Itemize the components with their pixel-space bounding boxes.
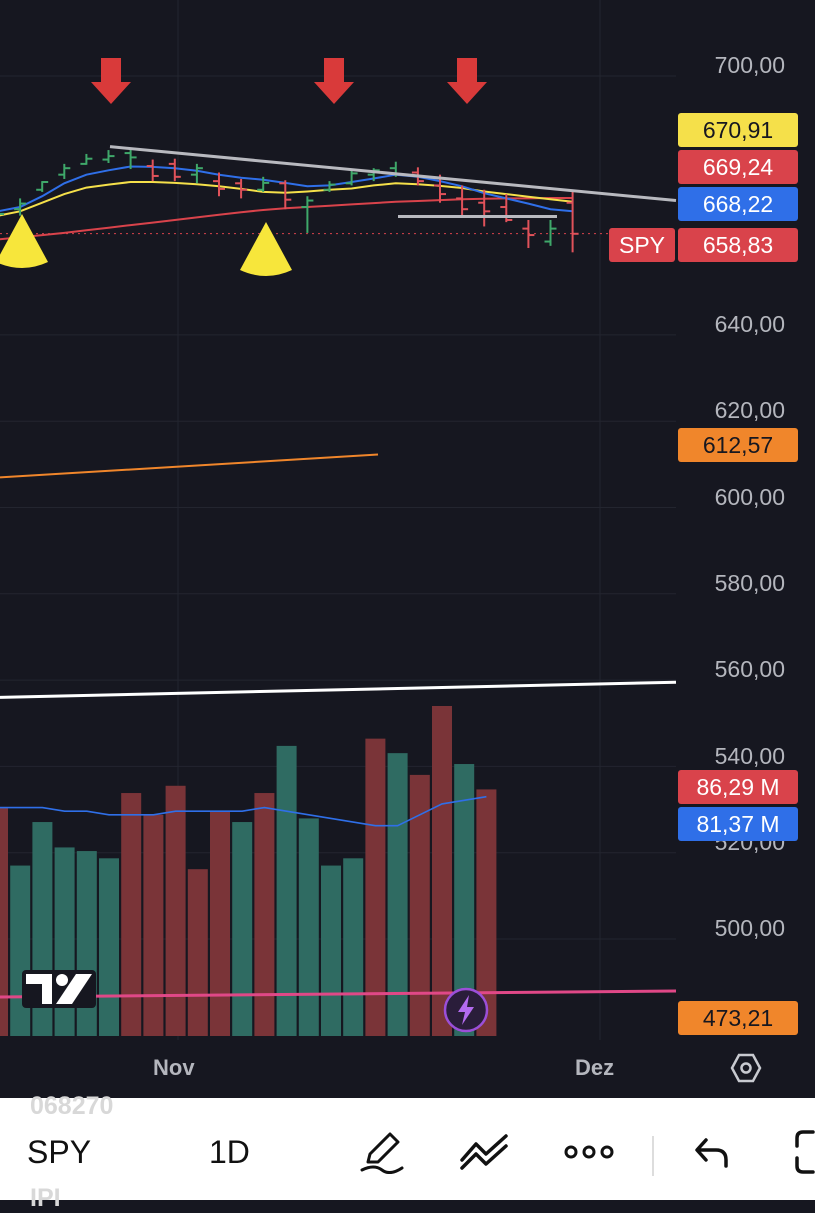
volume-bar [210,811,230,1036]
pink-trend-line [0,989,677,999]
volume-bar [298,818,319,1036]
volume-bar [0,807,8,1036]
flash-alert-icon[interactable] [443,987,489,1033]
price-chart-svg[interactable] [0,0,815,1098]
descending-trendline [109,145,677,203]
volume-bar [121,793,142,1036]
sell-signal-arrow [314,58,354,104]
orange-trend-line [0,453,379,479]
price-tag-ema-blue: 668,22 [678,187,798,221]
y-tick-500: 500,00 [714,915,785,941]
symbol-button[interactable]: SPY [27,1134,92,1170]
volume-bar [476,789,497,1036]
more-options-icon[interactable] [564,1128,614,1174]
volume-bar [432,706,452,1036]
drawing-pen-icon[interactable] [358,1128,404,1174]
x-tick-nov: Nov [153,1055,195,1080]
y-tick-600: 600,00 [714,484,785,510]
y-tick-700: 700,00 [714,52,785,78]
buy-signal-arrow [0,214,48,268]
y-tick-620: 620,00 [714,397,785,423]
volume-bar [321,865,341,1036]
sell-signal-arrow [447,58,487,104]
volume-ma-line [0,795,487,827]
y-tick-540: 540,00 [714,743,785,769]
volume-bar [165,785,186,1036]
ghost-text-top: 068270 [30,1092,114,1120]
volume-bar [99,858,119,1036]
x-tick-dez: Dez [575,1055,615,1080]
volume-bar [76,851,97,1036]
volume-bar [254,793,275,1036]
volume-ma-tag: 81,37 M [678,807,798,841]
price-tag-pink-line: 473,21 [678,1001,798,1035]
volume-bar [454,764,475,1036]
volume-bar [276,745,297,1036]
volume-bar [10,865,31,1036]
price-tag-orange-line: 612,57 [678,428,798,462]
y-tick-580: 580,00 [714,570,785,596]
white-trend-line [0,680,677,699]
undo-icon[interactable] [692,1128,732,1174]
fullscreen-icon[interactable] [791,1128,815,1178]
settings-icon[interactable] [729,1051,763,1085]
volume-bar [232,822,253,1036]
bottom-toolbar: 068270 IPI SPY 1D [0,1092,815,1212]
price-tag-sma-red: 669,24 [678,150,798,184]
volume-bar [187,869,208,1036]
indicators-icon[interactable] [458,1128,512,1174]
symbol-tag: SPY [609,228,675,262]
price-tag-ema-yellow: 670,91 [678,113,798,147]
chart-area[interactable]: 700,00 640,00 620,00 600,00 580,00 560,0… [0,0,815,1098]
tradingview-logo-icon [22,970,96,1008]
volume-bar [365,738,386,1036]
ghost-text-bottom: IPI [30,1184,61,1212]
volume-bar [143,814,164,1036]
interval-button[interactable]: 1D [209,1134,250,1170]
price-tag-last: 658,83 [678,228,798,262]
sell-signal-arrow [91,58,131,104]
y-tick-640: 640,00 [714,311,785,337]
volume-bar [343,858,364,1036]
volume-bar [409,774,430,1036]
toolbar-divider [652,1136,654,1176]
buy-signal-arrow [240,222,292,276]
volume-tag: 86,29 M [678,770,798,804]
y-tick-560: 560,00 [714,656,785,682]
